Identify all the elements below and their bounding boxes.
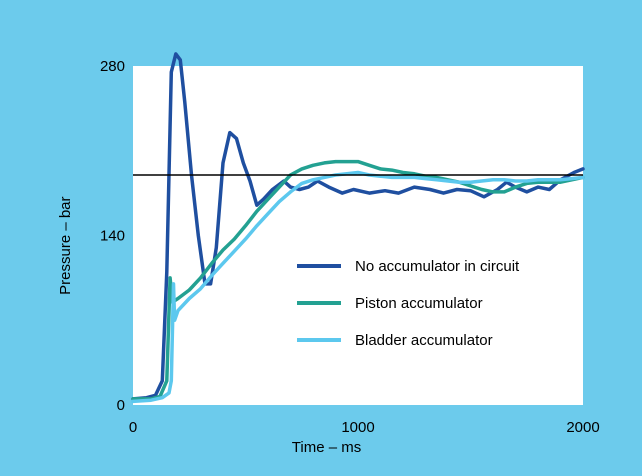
x-tick-label: 2000	[566, 419, 599, 436]
legend-label: Bladder accumulator	[355, 332, 493, 349]
legend-label: No accumulator in circuit	[355, 258, 520, 275]
y-tick-label: 0	[117, 397, 125, 414]
legend-label: Piston accumulator	[355, 295, 483, 312]
y-tick-label: 140	[100, 228, 125, 245]
legend: No accumulator in circuit Piston accumula…	[297, 258, 520, 349]
y-axis-label: Pressure – bar	[57, 196, 74, 294]
y-tick-label: 280	[100, 58, 125, 75]
x-tick-label: 0	[129, 419, 137, 436]
plot-area	[133, 66, 583, 405]
x-tick-label: 1000	[341, 419, 374, 436]
x-axis-label: Time – ms	[292, 439, 361, 456]
series-line-piston-accumulator	[131, 159, 585, 401]
